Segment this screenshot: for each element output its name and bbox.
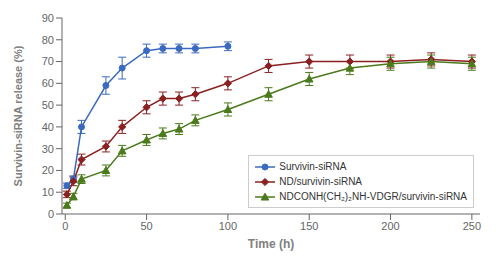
svg-text:50: 50 bbox=[140, 220, 152, 232]
svg-text:60: 60 bbox=[42, 77, 54, 89]
svg-text:100: 100 bbox=[219, 220, 237, 232]
html-text:NDCONH(CH₂)₂NH-VDGR/survivin-s: NDCONH(CH₂)₂NH-VDGR/survivin-siRNA bbox=[279, 191, 467, 202]
svg-text:50: 50 bbox=[42, 99, 54, 111]
svg-text:150: 150 bbox=[300, 220, 318, 232]
svg-text:Time (h): Time (h) bbox=[248, 237, 294, 251]
svg-text:10: 10 bbox=[42, 186, 54, 198]
svg-text:0: 0 bbox=[62, 220, 68, 232]
svg-text:200: 200 bbox=[381, 220, 399, 232]
svg-text:90: 90 bbox=[42, 12, 54, 24]
svg-text:30: 30 bbox=[42, 143, 54, 155]
svg-text:Survivin-siRNA release (%): Survivin-siRNA release (%) bbox=[12, 45, 24, 186]
html-text:ND/survivin-siRNA: ND/survivin-siRNA bbox=[279, 176, 362, 187]
svg-text:40: 40 bbox=[42, 121, 54, 133]
svg-text:250: 250 bbox=[463, 220, 481, 232]
svg-text:70: 70 bbox=[42, 55, 54, 67]
svg-text:20: 20 bbox=[42, 164, 54, 176]
svg-text:80: 80 bbox=[42, 34, 54, 46]
html-text:Survivin-siRNA: Survivin-siRNA bbox=[279, 161, 347, 172]
svg-text:0: 0 bbox=[48, 208, 54, 220]
